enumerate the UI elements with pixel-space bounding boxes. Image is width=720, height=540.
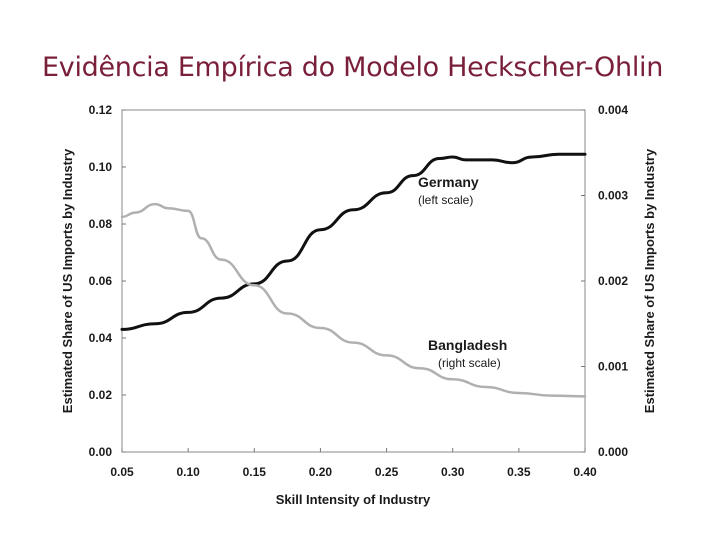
bangladesh-label: Bangladesh (428, 337, 507, 353)
left-tick-label: 0.00 (89, 445, 113, 459)
slide-title: Evidência Empírica do Modelo Heckscher-O… (42, 52, 664, 83)
x-tick-label: 0.35 (507, 465, 531, 479)
right-tick-label: 0.003 (598, 189, 628, 203)
series-lines (120, 152, 587, 398)
left-y-ticks: 0.00 0.02 0.04 0.06 0.08 0.10 0.12 (89, 103, 126, 459)
left-y-axis-label: Estimated Share of US Imports by Industr… (60, 148, 75, 413)
left-tick-label: 0.12 (89, 103, 113, 117)
x-tick-label: 0.40 (573, 465, 597, 479)
right-tick-label: 0.001 (598, 360, 628, 374)
x-tick-label: 0.05 (110, 465, 134, 479)
x-tick-label: 0.10 (176, 465, 200, 479)
bangladesh-scale-note: (right scale) (438, 356, 501, 370)
right-tick-label: 0.004 (598, 103, 628, 117)
germany-label: Germany (418, 174, 479, 190)
left-tick-label: 0.02 (89, 388, 113, 402)
left-tick-label: 0.08 (89, 217, 113, 231)
right-tick-label: 0.000 (598, 445, 628, 459)
x-tick-label: 0.20 (309, 465, 333, 479)
right-tick-label: 0.002 (598, 274, 628, 288)
x-tick-label: 0.15 (243, 465, 267, 479)
right-y-axis-label: Estimated Share of US Imports by Industr… (642, 148, 657, 413)
series-line-bangladesh (120, 202, 587, 398)
right-y-ticks: 0.000 0.001 0.002 0.003 0.004 (581, 103, 628, 459)
left-tick-label: 0.10 (89, 160, 113, 174)
left-tick-label: 0.06 (89, 274, 113, 288)
series-line-germany (120, 152, 587, 331)
x-ticks: 0.05 0.10 0.15 0.20 0.25 0.30 0.35 0.40 (110, 448, 597, 479)
x-axis-label: Skill Intensity of Industry (276, 492, 431, 507)
left-tick-label: 0.04 (89, 331, 113, 345)
x-tick-label: 0.25 (375, 465, 399, 479)
x-tick-label: 0.30 (441, 465, 465, 479)
germany-scale-note: (left scale) (418, 193, 473, 207)
